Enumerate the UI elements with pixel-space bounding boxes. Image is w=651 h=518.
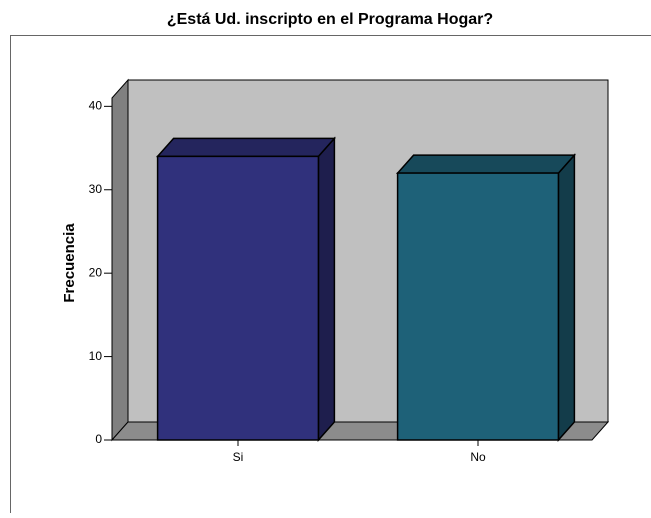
y-tick-label: 30 (89, 182, 103, 196)
x-tick-label: Si (233, 450, 244, 464)
bar-top (158, 138, 335, 156)
side-wall (112, 80, 128, 440)
y-tick-label: 10 (89, 349, 103, 363)
bar-side (558, 155, 574, 440)
bar (398, 173, 559, 440)
chart-title: ¿Está Ud. inscripto en el Programa Hogar… (167, 11, 493, 28)
y-tick-label: 20 (89, 265, 103, 279)
bar-top (398, 155, 575, 173)
y-axis-label: Frecuencia (61, 223, 78, 303)
y-tick-label: 40 (89, 99, 103, 113)
bar-side (318, 138, 334, 440)
x-tick-label: No (470, 450, 486, 464)
y-tick-label: 0 (95, 432, 102, 446)
bar (158, 156, 319, 440)
